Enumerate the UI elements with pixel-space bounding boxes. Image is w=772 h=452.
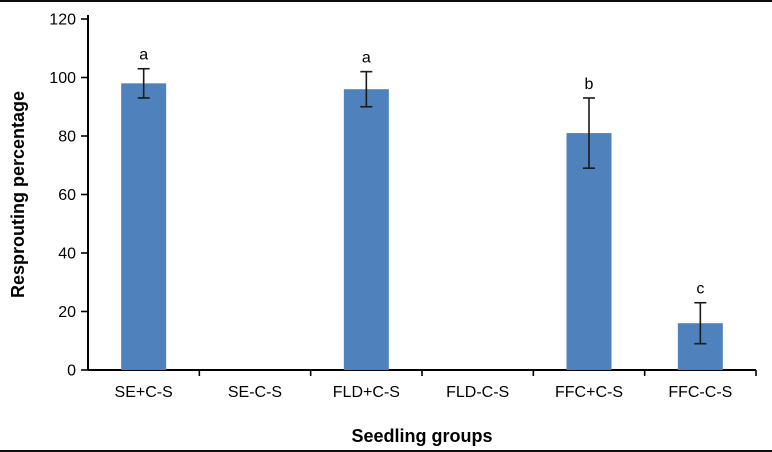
y-tick-label: 120 <box>49 12 76 29</box>
y-tick-label: 40 <box>58 246 76 263</box>
bar-SE+C-S <box>121 83 167 370</box>
y-tick-label: 60 <box>58 187 76 204</box>
x-category-label: SE+C-S <box>115 384 173 401</box>
x-category-label: FFC-C-S <box>668 384 732 401</box>
x-category-label: SE-C-S <box>228 384 282 401</box>
y-tick-label: 0 <box>67 363 76 380</box>
bar-FLD+C-S <box>343 89 389 370</box>
significance-letter: a <box>139 47 148 64</box>
bar-FFC+C-S <box>566 133 612 370</box>
y-axis-title: Resprouting percentage <box>8 91 28 298</box>
significance-letter: a <box>362 50 371 67</box>
y-tick-label: 20 <box>58 304 76 321</box>
significance-letter: c <box>696 281 704 298</box>
significance-letter: b <box>585 76 594 93</box>
y-tick-label: 100 <box>49 70 76 87</box>
x-axis-title: Seedling groups <box>351 426 492 446</box>
x-category-label: FFC+C-S <box>555 384 623 401</box>
x-category-label: FLD+C-S <box>333 384 400 401</box>
x-category-label: FLD-C-S <box>446 384 509 401</box>
y-tick-label: 80 <box>58 129 76 146</box>
